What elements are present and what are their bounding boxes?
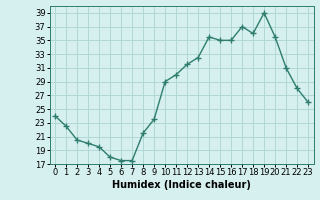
X-axis label: Humidex (Indice chaleur): Humidex (Indice chaleur) bbox=[112, 180, 251, 190]
